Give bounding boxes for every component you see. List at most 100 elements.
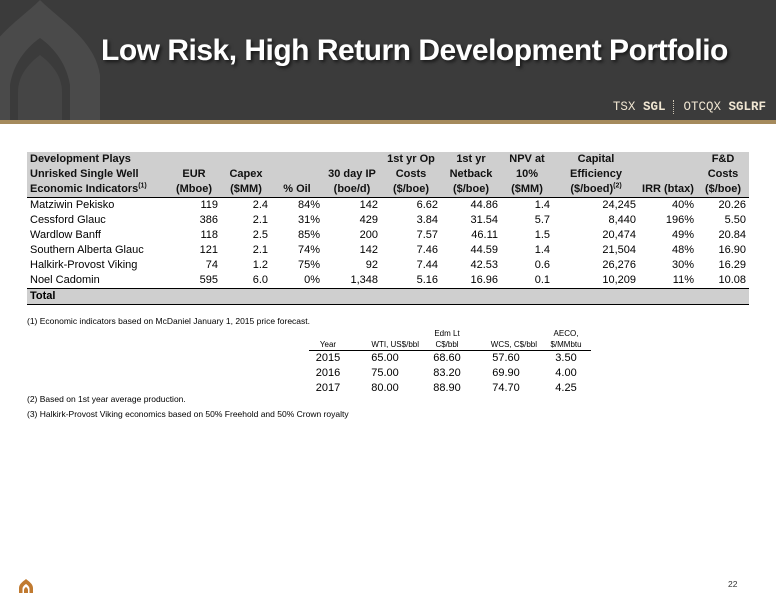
table-cell: 6.62 — [416, 199, 438, 211]
ticker-symbols: TSX SGL OTCQX SGLRF — [613, 96, 766, 118]
price-header-year: Year — [309, 326, 347, 351]
header-cell: ($MM) — [501, 182, 553, 198]
header-cell: Costs — [395, 168, 427, 180]
table-cell: 5.16 — [416, 274, 438, 286]
header-cell: Costs — [707, 168, 739, 180]
table-cell: 20.84 — [718, 229, 746, 241]
table-cell: 1.2 — [252, 259, 268, 271]
price-cell: 2016 — [315, 367, 341, 379]
table-row: Cessford Glauc 386 2.1 31% 429 3.84 31.54 5.7 8,… — [27, 213, 749, 228]
price-cell: 4.00 — [555, 367, 577, 379]
price-cell: 3.50 — [555, 352, 577, 364]
header-cell: ($/boed)(2) — [553, 182, 639, 198]
table-cell: 48% — [671, 244, 694, 256]
footnote-1: (1) Economic indicators based on McDanie… — [27, 316, 311, 326]
table-header-row: Economic Indicators(1) (Mboe) ($MM) % Oi… — [27, 182, 749, 198]
table-cell: 0.1 — [534, 274, 550, 286]
table-cell: 200 — [359, 229, 378, 241]
price-row: 2016 75.00 83.20 69.90 4.00 — [309, 366, 591, 381]
development-plays-table: Development Plays 1st yr Op 1st yr NPV a… — [27, 152, 749, 305]
table-cell: 49% — [671, 229, 694, 241]
total-row: Total — [27, 288, 749, 305]
table-cell: 0% — [304, 274, 320, 286]
otcqx-ticker: OTCQX SGLRF — [683, 100, 766, 114]
table-row: Southern Alberta Glauc 121 2.1 74% 142 7.46 44… — [27, 243, 749, 258]
price-cell: 2015 — [315, 352, 341, 364]
table-cell: 2.4 — [252, 199, 268, 211]
table-cell: 2.5 — [252, 229, 268, 241]
header-cell: Capex — [229, 168, 263, 180]
table-cell: Southern Alberta Glauc — [30, 244, 144, 256]
table-cell: 118 — [200, 229, 218, 241]
table-cell: 84% — [297, 199, 320, 211]
table-cell: 3.84 — [416, 214, 438, 226]
header-cell: ($/boe) — [441, 182, 501, 198]
header-cell: ($MM) — [221, 182, 271, 198]
table-cell: Cessford Glauc — [30, 214, 106, 226]
table-cell: 16.96 — [470, 274, 498, 286]
header-cell: % Oil — [271, 182, 323, 198]
price-cell: 65.00 — [371, 352, 399, 364]
price-header-aeco: AECO, $/MMbtu — [541, 326, 591, 351]
company-logo-watermark-icon — [0, 0, 100, 120]
price-cell: 69.90 — [492, 367, 520, 379]
table-cell: 46.11 — [471, 229, 498, 241]
table-cell: 75% — [297, 259, 320, 271]
table-cell: 5.7 — [534, 214, 550, 226]
table-cell: 10,209 — [602, 274, 636, 286]
header-cell: Capital — [577, 153, 615, 165]
header-cell: 1st yr — [456, 153, 486, 165]
price-cell: 57.60 — [492, 352, 520, 364]
table-cell: Noel Cadomin — [30, 274, 100, 286]
table-cell: 74 — [205, 259, 218, 271]
table-cell: 92 — [365, 259, 378, 271]
price-header-wti: WTI, US$/bbl — [347, 326, 423, 351]
table-cell: 44.59 — [470, 244, 498, 256]
price-header-wcs: WCS, C$/bbl — [471, 326, 541, 351]
header-cell: EUR — [182, 168, 206, 180]
company-logo-small-icon — [19, 579, 33, 593]
price-cell: 80.00 — [371, 382, 399, 394]
table-cell: 30% — [671, 259, 694, 271]
header-banner: Low Risk, High Return Development Portfo… — [0, 0, 776, 120]
price-forecast-table: Year WTI, US$/bbl Edm Lt C$/bbl WCS, C$/b… — [309, 326, 591, 396]
table-cell: 142 — [359, 244, 378, 256]
table-cell: 1.4 — [534, 244, 550, 256]
table-cell: Halkirk-Provost Viking — [30, 259, 138, 271]
table-cell: 1.4 — [534, 199, 550, 211]
table-row: Matziwin Pekisko 119 2.4 84% 142 6.62 44.86 1.4… — [27, 198, 749, 214]
price-cell: 83.20 — [433, 367, 461, 379]
table-cell: 44.86 — [470, 199, 498, 211]
page-number: 22 — [728, 579, 738, 589]
price-row: 2015 65.00 68.60 57.60 3.50 — [309, 351, 591, 367]
table-header-row: Development Plays 1st yr Op 1st yr NPV a… — [27, 152, 749, 167]
table-cell: 24,245 — [602, 199, 636, 211]
tsx-ticker: TSX SGL — [612, 100, 666, 114]
table-cell: 7.44 — [416, 259, 438, 271]
header-cell: F&D — [711, 153, 735, 165]
price-cell: 4.25 — [555, 382, 577, 394]
price-cell: 74.70 — [492, 382, 520, 394]
price-row: 2017 80.00 88.90 74.70 4.25 — [309, 381, 591, 396]
table-cell: 0.6 — [534, 259, 550, 271]
table-row: Halkirk-Provost Viking 74 1.2 75% 92 7.44 42.5… — [27, 258, 749, 273]
price-cell: 88.90 — [433, 382, 461, 394]
table-cell: 20,474 — [602, 229, 636, 241]
header-cell: 10% — [515, 168, 539, 180]
header-cell: NPV at — [509, 153, 545, 165]
table-cell: 2.1 — [252, 214, 268, 226]
table-cell: 31.54 — [470, 214, 498, 226]
table-cell: 16.29 — [718, 259, 746, 271]
header-cell: ($/boe) — [697, 182, 749, 198]
table-cell: 8,440 — [608, 214, 636, 226]
table-cell: 1.5 — [534, 229, 550, 241]
header-cell: 1st yr Op — [387, 153, 435, 165]
header-cell: (boe/d) — [323, 182, 381, 198]
header-cell: Unrisked Single Well — [30, 168, 139, 180]
table-cell: 31% — [297, 214, 320, 226]
header-cell: IRR (btax) — [639, 182, 697, 198]
price-cell: 75.00 — [371, 367, 399, 379]
table-cell: 429 — [359, 214, 378, 226]
header-cell: Netback — [449, 168, 493, 180]
table-cell: 16.90 — [718, 244, 746, 256]
